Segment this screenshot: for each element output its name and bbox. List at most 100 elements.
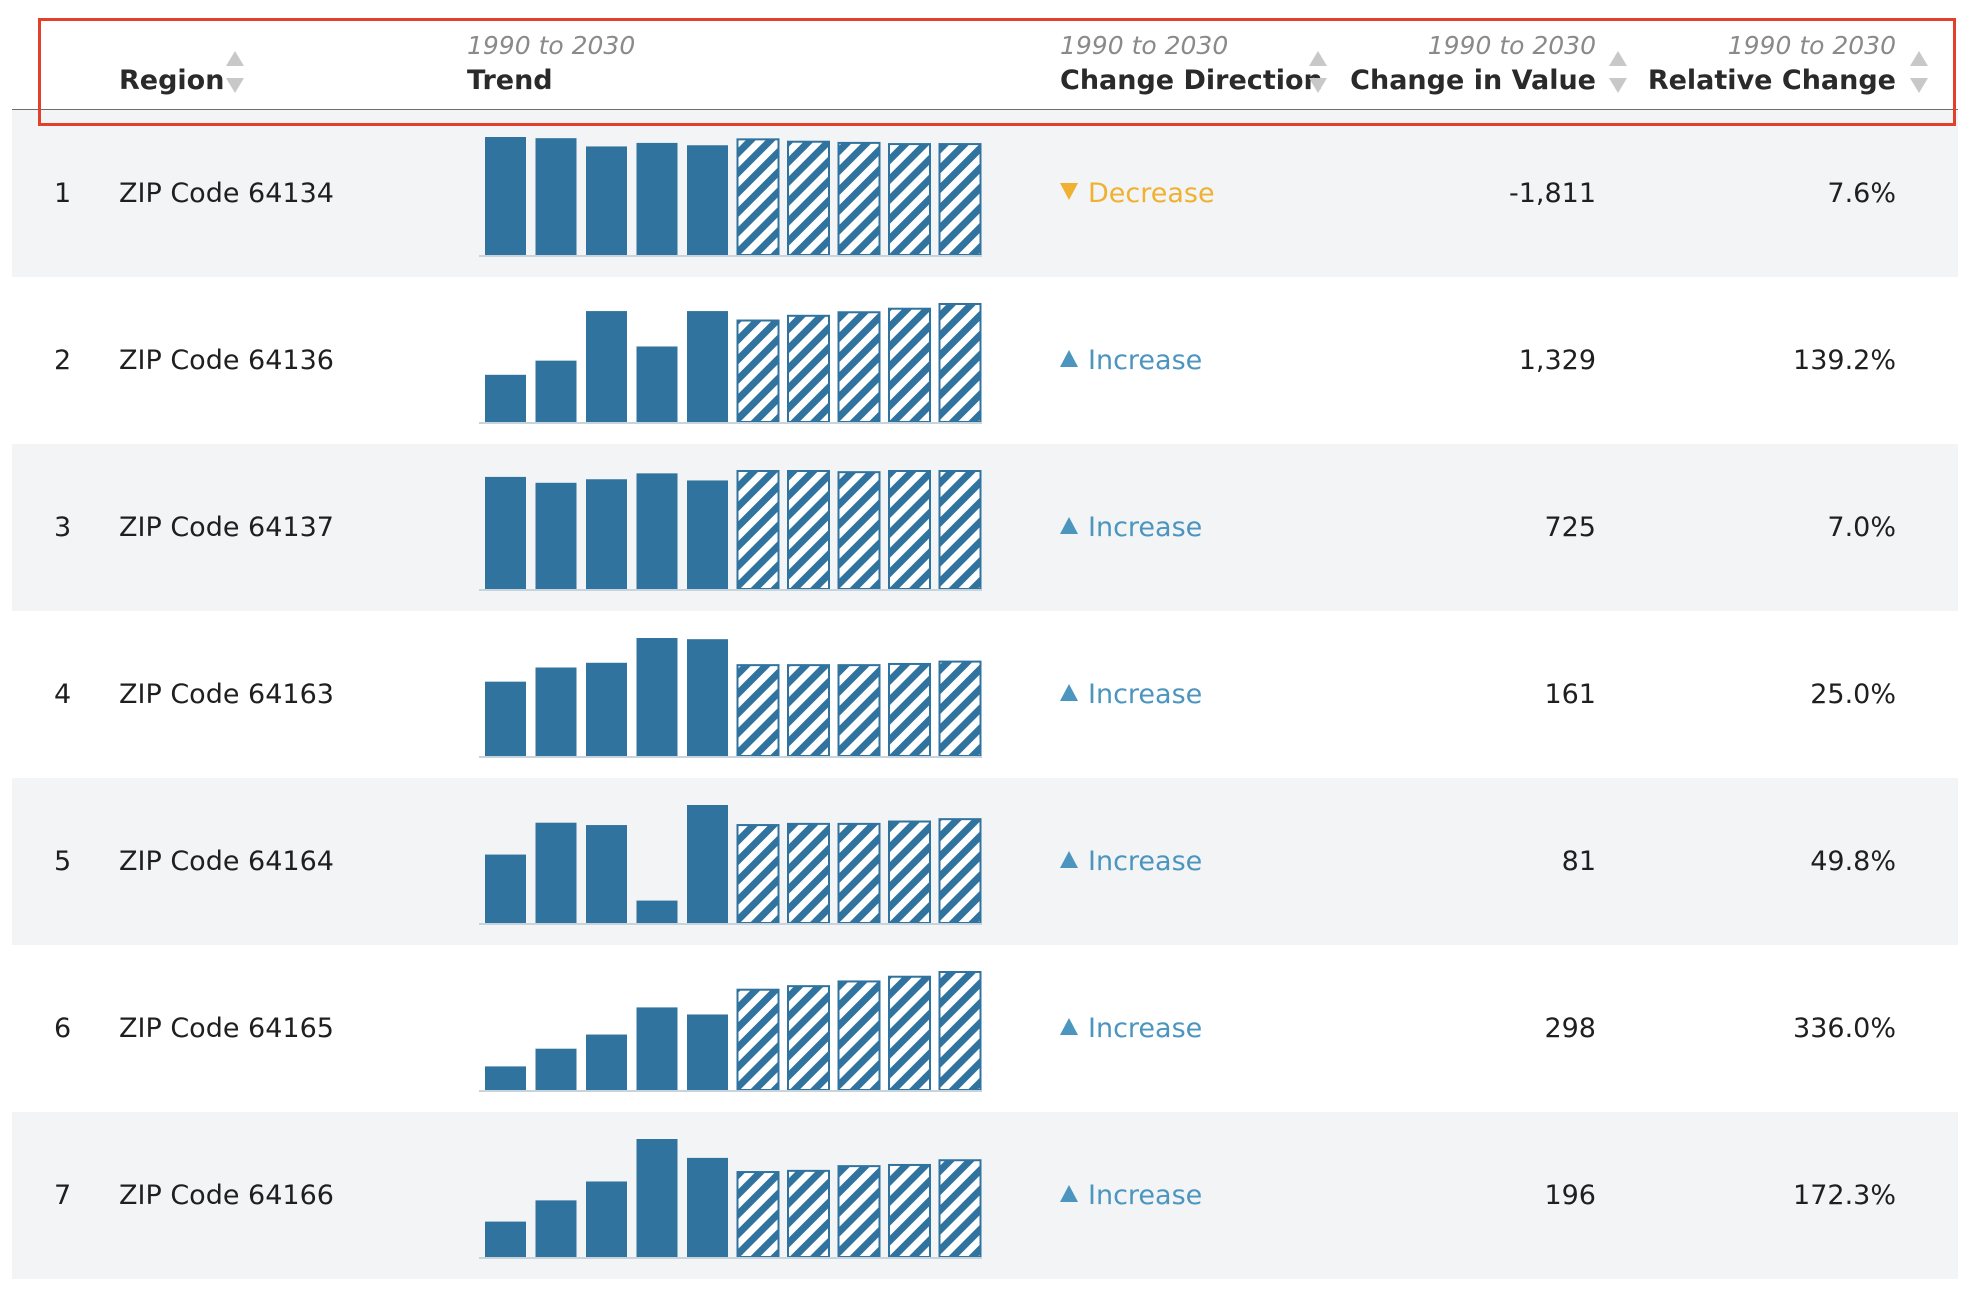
trend-bar bbox=[485, 374, 526, 422]
row-direction-label: Increase bbox=[1088, 1180, 1203, 1211]
trend-bar-projected bbox=[837, 664, 881, 757]
trend-bar bbox=[586, 1034, 627, 1090]
triangle-up-icon bbox=[1060, 1185, 1078, 1202]
trend-bar bbox=[535, 1048, 577, 1090]
table-row[interactable]: 2 ZIP Code 64136 Increase 1,329 139.2% bbox=[12, 277, 1958, 444]
trend-bar bbox=[636, 1007, 678, 1090]
row-change-value: 81 bbox=[1561, 846, 1596, 877]
trend-bar bbox=[687, 145, 728, 255]
trend-bar-projected bbox=[837, 822, 881, 925]
row-direction: Decrease bbox=[1060, 110, 1215, 277]
header-direction[interactable]: 1990 to 2030 Change Direction bbox=[1060, 29, 1323, 99]
row-relative-change: 7.6% bbox=[1827, 178, 1896, 209]
triangle-down-icon bbox=[1060, 183, 1078, 200]
row-change-value: 161 bbox=[1544, 679, 1596, 710]
trend-bar-projected bbox=[938, 470, 982, 590]
trend-bar bbox=[535, 138, 577, 255]
trend-bar-projected bbox=[888, 662, 931, 757]
row-direction: Increase bbox=[1060, 611, 1202, 778]
trend-bar bbox=[586, 662, 627, 756]
row-rank: 4 bbox=[54, 679, 72, 710]
table-row[interactable]: 5 ZIP Code 64164 Increase 81 49.8% bbox=[12, 778, 1958, 945]
trend-bar bbox=[687, 480, 728, 589]
trend-bar-projected bbox=[736, 319, 780, 424]
row-trend-chart bbox=[467, 289, 987, 434]
row-rank: 6 bbox=[54, 1013, 72, 1044]
trend-bar bbox=[485, 1221, 526, 1257]
trend-bar bbox=[586, 825, 627, 923]
trend-bar-projected bbox=[837, 980, 881, 1091]
trend-bar bbox=[586, 311, 627, 422]
trend-bars bbox=[479, 137, 982, 257]
trend-bar-projected bbox=[888, 307, 931, 423]
row-trend-chart bbox=[467, 623, 987, 768]
trend-bar bbox=[636, 1139, 678, 1257]
header-change-value[interactable]: 1990 to 2030 Change in Value bbox=[1350, 29, 1596, 99]
row-direction: Increase bbox=[1060, 778, 1202, 945]
row-region: ZIP Code 64134 bbox=[119, 178, 334, 209]
row-rank: 3 bbox=[54, 512, 72, 543]
header-change-sub: 1990 to 2030 bbox=[1427, 31, 1596, 60]
row-trend-chart bbox=[467, 790, 987, 935]
header-region-title: Region bbox=[119, 65, 225, 96]
table-row[interactable]: 6 ZIP Code 64165 Increase 298 336.0% bbox=[12, 945, 1958, 1112]
sort-change-value-icon[interactable] bbox=[1609, 49, 1627, 95]
trend-bar-projected bbox=[837, 471, 881, 590]
header-trend-title: Trend bbox=[467, 65, 553, 96]
header-region[interactable]: Region bbox=[119, 63, 224, 99]
table-row[interactable]: 4 ZIP Code 64163 Increase 161 25.0% bbox=[12, 611, 1958, 778]
trend-bar bbox=[636, 900, 678, 923]
trend-bar bbox=[687, 639, 728, 756]
row-region: ZIP Code 64163 bbox=[119, 679, 334, 710]
sort-region-icon[interactable] bbox=[226, 49, 244, 95]
row-rank: 7 bbox=[54, 1180, 72, 1211]
trend-bar-projected bbox=[938, 143, 982, 256]
triangle-up-icon bbox=[1060, 1018, 1078, 1035]
row-change-value: -1,811 bbox=[1508, 178, 1596, 209]
row-rank: 5 bbox=[54, 846, 72, 877]
row-direction: Increase bbox=[1060, 277, 1202, 444]
row-relative-change: 139.2% bbox=[1793, 345, 1896, 376]
trend-bar-projected bbox=[787, 314, 830, 423]
triangle-up-icon bbox=[1060, 350, 1078, 367]
row-region: ZIP Code 64136 bbox=[119, 345, 334, 376]
row-rank: 1 bbox=[54, 178, 72, 209]
sort-relative-icon[interactable] bbox=[1910, 49, 1928, 95]
sort-direction-icon[interactable] bbox=[1309, 49, 1327, 95]
header-relative[interactable]: 1990 to 2030 Relative Change bbox=[1648, 29, 1896, 99]
trend-bar-projected bbox=[938, 971, 982, 1091]
trend-bar bbox=[535, 360, 577, 422]
table-body: 1 ZIP Code 64134 Decrease -1,811 7.6% 2 ZIP Co… bbox=[12, 110, 1958, 1279]
trend-bar bbox=[687, 311, 728, 422]
row-relative-change: 172.3% bbox=[1793, 1180, 1896, 1211]
trend-bar-projected bbox=[888, 143, 931, 256]
trend-bar-projected bbox=[938, 303, 982, 423]
trend-bar bbox=[636, 346, 678, 422]
trend-bar-projected bbox=[888, 1163, 931, 1258]
trend-bar bbox=[535, 667, 577, 756]
header-change-title: Change in Value bbox=[1350, 65, 1596, 96]
trend-bar-projected bbox=[787, 822, 830, 925]
trend-bar bbox=[586, 1181, 627, 1257]
trend-bar-projected bbox=[888, 820, 931, 925]
row-direction: Increase bbox=[1060, 444, 1202, 611]
row-direction-label: Increase bbox=[1088, 679, 1203, 710]
trend-bar-projected bbox=[736, 138, 780, 256]
trend-bar-projected bbox=[888, 470, 931, 590]
row-direction-label: Increase bbox=[1088, 512, 1203, 543]
trend-bar-projected bbox=[837, 1165, 881, 1258]
table-row[interactable]: 3 ZIP Code 64137 Increase 725 7.0% bbox=[12, 444, 1958, 611]
row-relative-change: 336.0% bbox=[1793, 1013, 1896, 1044]
table-row[interactable]: 7 ZIP Code 64166 Increase 196 172.3% bbox=[12, 1112, 1958, 1279]
trend-bar bbox=[636, 473, 678, 589]
trend-bars bbox=[479, 1139, 982, 1259]
trend-bar bbox=[687, 805, 728, 923]
trend-bar-projected bbox=[736, 1171, 780, 1258]
trend-bar-projected bbox=[938, 660, 982, 757]
trend-bar bbox=[485, 681, 526, 756]
header-relative-sub: 1990 to 2030 bbox=[1727, 31, 1896, 60]
trend-bar bbox=[485, 1066, 526, 1090]
table-row[interactable]: 1 ZIP Code 64134 Decrease -1,811 7.6% bbox=[12, 110, 1958, 277]
trend-bar-projected bbox=[787, 985, 830, 1091]
triangle-up-icon bbox=[1060, 684, 1078, 701]
